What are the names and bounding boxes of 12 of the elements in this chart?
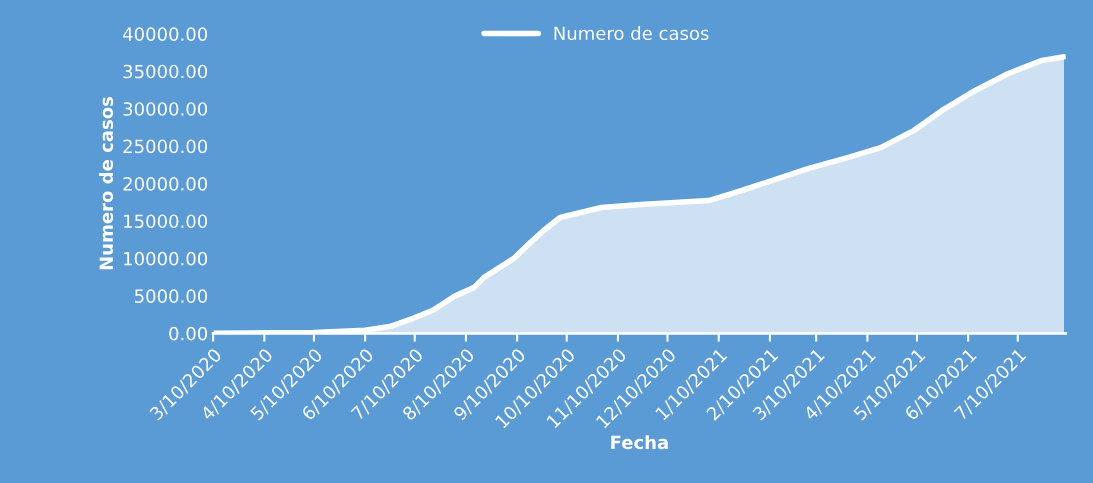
y-axis-title: Numero de casos bbox=[99, 96, 114, 270]
y-tick-label: 15000.00 bbox=[124, 214, 208, 229]
y-tick-label: 5000.00 bbox=[135, 289, 208, 303]
y-tick-label: 35000.00 bbox=[123, 64, 208, 79]
y-tick-label: 30000.00 bbox=[123, 102, 208, 116]
y-tick-label: 0.00 bbox=[169, 326, 208, 341]
legend-label: Numero de casos bbox=[554, 26, 709, 41]
y-tick-label: 25000.00 bbox=[123, 139, 208, 154]
x-axis-title: Fecha bbox=[611, 435, 668, 450]
y-tick-label: 10000.00 bbox=[124, 251, 208, 266]
y-tick-label: 40000.00 bbox=[123, 27, 208, 41]
y-tick-label: 20000.00 bbox=[123, 177, 208, 191]
